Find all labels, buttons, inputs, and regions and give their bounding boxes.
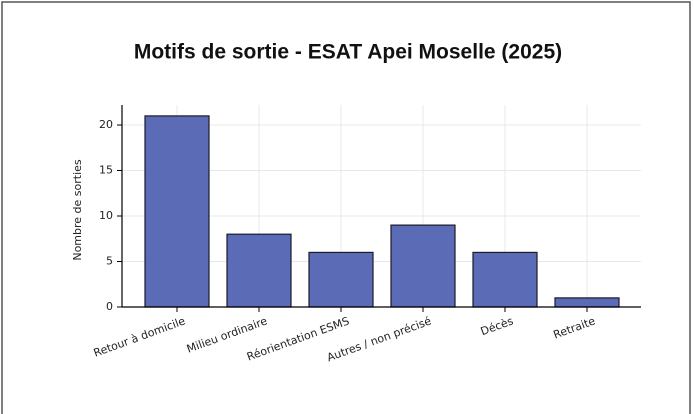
bar <box>554 297 620 308</box>
bar <box>390 224 456 308</box>
bar <box>144 115 210 308</box>
bar <box>226 233 292 308</box>
y-tick-label: 5 <box>106 255 113 268</box>
y-tick-label: 15 <box>99 164 113 177</box>
y-axis-label: Nombre de sorties <box>71 159 84 261</box>
y-tick-label: 0 <box>106 300 113 313</box>
bar <box>308 251 374 308</box>
chart-title: Motifs de sortie - ESAT Apei Moselle (20… <box>134 41 562 64</box>
y-tick-label: 10 <box>99 209 113 222</box>
bar <box>472 251 538 308</box>
y-tick-label: 20 <box>99 118 113 131</box>
